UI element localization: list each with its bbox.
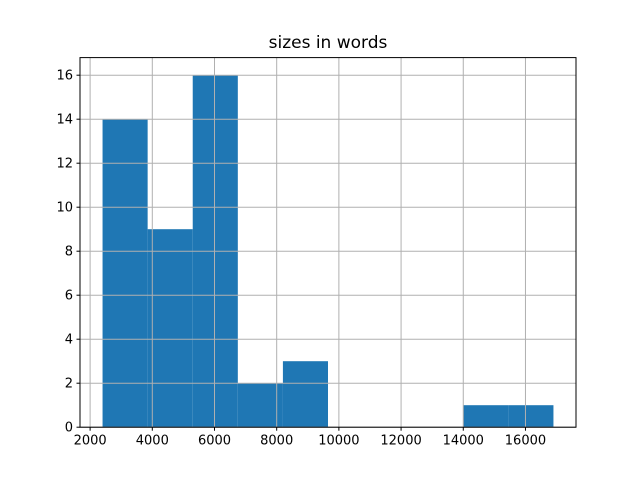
y-tick-label: 14 [56, 113, 73, 128]
histogram-bar [463, 405, 509, 428]
chart-title: sizes in words [269, 33, 388, 53]
y-tick-label: 12 [56, 157, 73, 172]
y-tick-label: 10 [56, 201, 73, 216]
histogram-bar [147, 229, 193, 428]
x-tick-label: 10000 [318, 434, 359, 449]
y-tick-label: 0 [65, 421, 73, 436]
x-tick-label: 4000 [136, 434, 169, 449]
x-tick-label: 12000 [380, 434, 421, 449]
x-tick-label: 8000 [260, 434, 293, 449]
x-tick-label: 14000 [443, 434, 484, 449]
x-tick-label: 6000 [198, 434, 231, 449]
y-tick-label: 2 [65, 377, 73, 392]
histogram-bar [237, 383, 283, 428]
y-tick-label: 4 [65, 333, 73, 348]
x-tick-label: 16000 [505, 434, 546, 449]
plot-border [79, 57, 577, 428]
y-tick-label: 16 [56, 69, 73, 84]
y-tick-label: 8 [65, 245, 73, 260]
y-tick-label: 6 [65, 289, 73, 304]
histogram-bar [282, 361, 328, 428]
histogram-bar [508, 405, 554, 428]
histogram-bar [102, 119, 148, 428]
x-tick-label: 2000 [74, 434, 107, 449]
plot-layer: 2000 4000 6000 8000 10000 12000 14000 16000 0 2 4 6… [56, 57, 577, 449]
